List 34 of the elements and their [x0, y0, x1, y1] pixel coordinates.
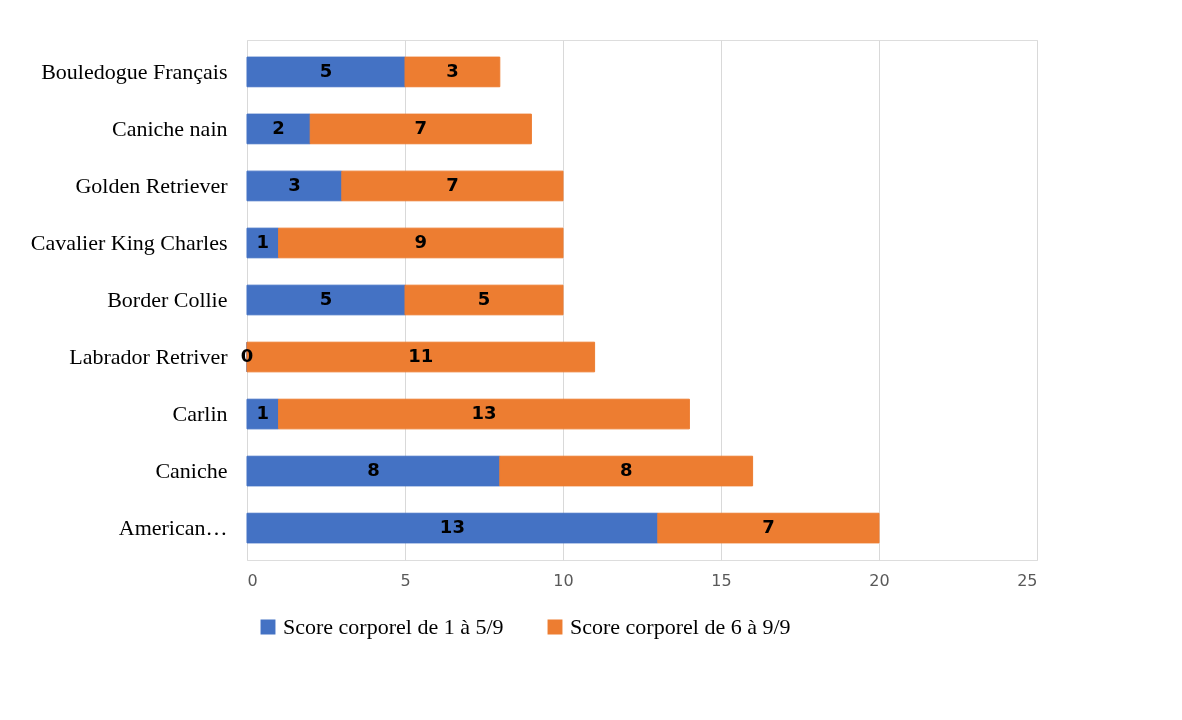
data-label: 13 — [439, 516, 465, 538]
legend-label: Score corporel de 6 à 9/9 — [570, 614, 791, 639]
legend-label: Score corporel de 1 à 5/9 — [283, 614, 504, 639]
data-label: 5 — [319, 59, 333, 81]
data-label: 9 — [414, 230, 428, 252]
data-label: 3 — [446, 59, 459, 81]
data-label: 7 — [446, 173, 459, 195]
data-label: 1 — [256, 402, 270, 424]
y-tick-label: Golden Retriever — [75, 172, 229, 198]
data-label: 8 — [619, 459, 633, 481]
y-tick-label: Cavalier King Charles — [30, 229, 228, 255]
y-tick-label: Labrador Retriver — [69, 344, 229, 370]
data-label: 5 — [319, 288, 333, 309]
x-tick-label: 0 — [247, 570, 258, 590]
data-label: 7 — [414, 116, 428, 138]
data-label: 7 — [762, 516, 775, 538]
x-tick-label: 5 — [400, 570, 411, 590]
data-label: 13 — [471, 402, 497, 424]
y-tick-label: Caniche — [155, 458, 228, 484]
data-label: 3 — [288, 173, 301, 195]
y-tick-label: American… — [118, 515, 228, 541]
data-label: 5 — [477, 288, 491, 309]
data-label: 1 — [256, 230, 270, 252]
x-tick-label: 15 — [711, 570, 732, 590]
data-label: 2 — [272, 116, 285, 138]
y-tick-label: Border Collie — [107, 287, 228, 312]
x-tick-label: 20 — [869, 570, 890, 590]
y-tick-label: Carlin — [172, 401, 228, 427]
y-tick-label: Caniche nain — [112, 115, 228, 141]
x-tick-label: 25 — [1017, 570, 1038, 590]
y-tick-label: Bouledogue Français — [41, 58, 228, 84]
x-tick-label: 10 — [553, 570, 574, 590]
data-label: 8 — [367, 459, 380, 481]
data-label: 11 — [408, 345, 434, 367]
